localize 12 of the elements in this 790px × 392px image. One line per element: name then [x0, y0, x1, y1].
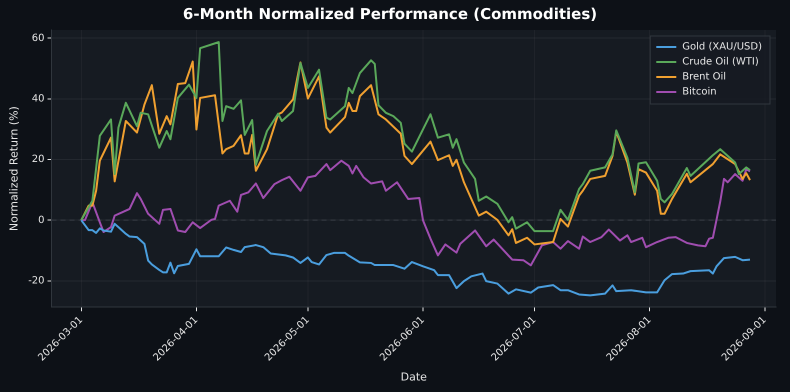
legend-label: Gold (XAU/USD) — [682, 42, 762, 53]
legend-label: Brent Oil — [682, 72, 726, 83]
y-tick-label: -20 — [28, 275, 45, 286]
y-tick-label: 40 — [32, 93, 45, 104]
y-tick-label: 0 — [38, 214, 45, 226]
chart-title: 6-Month Normalized Performance (Commodities) — [182, 4, 598, 23]
x-axis-title: Date — [400, 370, 428, 384]
y-tick-label: 60 — [32, 32, 45, 44]
legend-label: Crude Oil (WTI) — [682, 56, 759, 68]
legend-label: Bitcoin — [682, 86, 717, 98]
y-axis-title: Normalized Return (%) — [7, 106, 20, 232]
y-tick-label: 20 — [32, 154, 45, 166]
